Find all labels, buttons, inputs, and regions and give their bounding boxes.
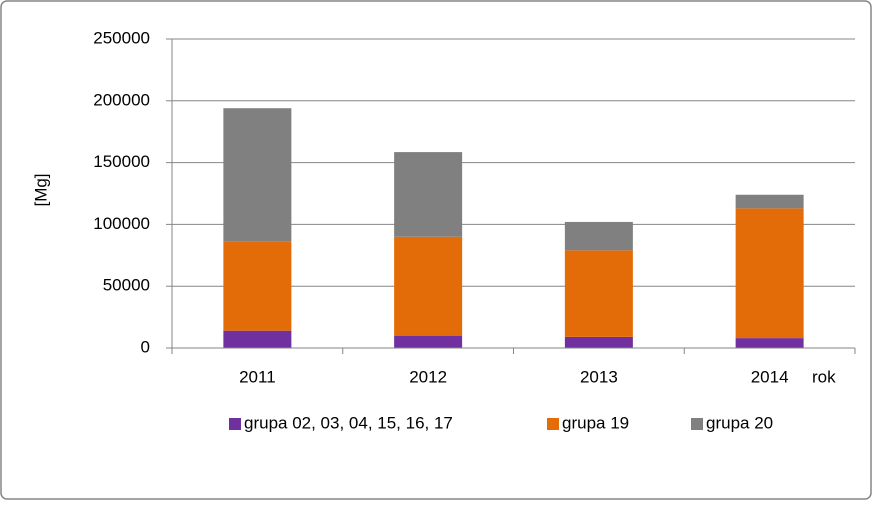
legend-swatch xyxy=(691,418,703,430)
bar-segment xyxy=(394,152,463,237)
y-tick-label: 100000 xyxy=(93,214,150,233)
y-tick-label: 50000 xyxy=(103,276,150,295)
x-tick-label: 2014 xyxy=(751,367,789,386)
legend-label: grupa 19 xyxy=(562,413,629,432)
y-axis-label: [Mg] xyxy=(31,173,50,206)
bar-segment xyxy=(564,336,633,348)
bar-segment xyxy=(223,241,292,331)
bar-segment xyxy=(394,236,463,336)
y-tick-label: 150000 xyxy=(93,152,150,171)
bar-segment xyxy=(223,330,292,348)
y-tick-label: 0 xyxy=(141,337,150,356)
bar-segment xyxy=(735,208,804,339)
x-tick-label: 2011 xyxy=(239,367,276,386)
bar-segment xyxy=(394,335,463,348)
legend-label: grupa 20 xyxy=(706,413,773,432)
y-tick-label: 250000 xyxy=(93,28,150,47)
legend-swatch xyxy=(229,418,241,430)
bar-segment xyxy=(564,221,633,251)
bar-segment xyxy=(735,338,804,348)
legend-swatch xyxy=(547,418,559,430)
x-tick-label: 2012 xyxy=(409,367,447,386)
bar-segment xyxy=(223,108,292,242)
bar-segment xyxy=(735,194,804,209)
x-tick-label: 2013 xyxy=(580,367,618,386)
legend-label: grupa 02, 03, 04, 15, 16, 17 xyxy=(244,413,453,432)
x-axis-label: rok xyxy=(812,367,836,386)
bar-segment xyxy=(564,250,633,337)
y-tick-label: 200000 xyxy=(93,90,150,109)
